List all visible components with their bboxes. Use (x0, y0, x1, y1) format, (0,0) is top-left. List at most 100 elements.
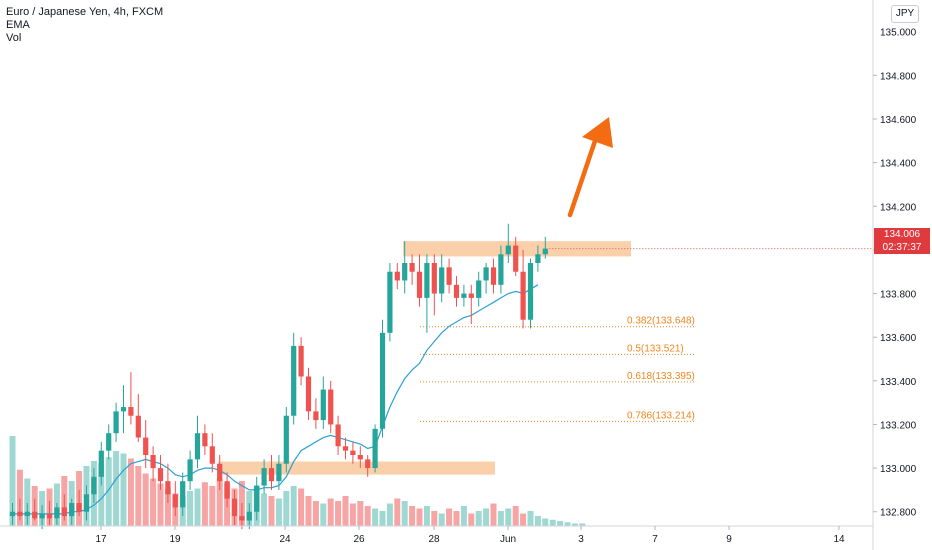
candle-body (91, 476, 97, 495)
candle-body (439, 267, 445, 294)
symbol-title[interactable]: Euro / Japanese Yen, 4h, FXCM (6, 6, 164, 18)
candle (32, 498, 38, 521)
volume-bar (135, 466, 142, 526)
candle-body (98, 450, 104, 477)
candle-body (387, 271, 393, 333)
candle (231, 489, 238, 525)
fib-level-label: 0.786(133.214) (627, 410, 695, 421)
volume-bar (105, 457, 112, 526)
volume-bar (416, 508, 423, 526)
price-tick-label: 132.800 (880, 508, 917, 519)
volume-bar (275, 498, 282, 526)
candle (194, 415, 201, 469)
candle (483, 262, 489, 294)
candle-body (276, 463, 282, 482)
candle (424, 254, 430, 333)
candle-body (69, 503, 75, 517)
candle (372, 424, 378, 473)
price-tick-label: 133.000 (880, 464, 917, 475)
volume-bar (453, 511, 460, 526)
candle (217, 455, 223, 490)
candle (320, 376, 326, 429)
candle (513, 236, 519, 277)
volume-bar (475, 511, 482, 526)
volume-bar (520, 513, 527, 526)
volume-bar (142, 473, 149, 526)
candle (150, 446, 156, 482)
candle-body (217, 463, 223, 482)
candle-body (527, 262, 534, 320)
candle-body (342, 446, 349, 451)
candle-body (431, 262, 437, 294)
volume-bar (209, 486, 216, 526)
candle-body (76, 503, 82, 512)
candle-body (402, 262, 408, 281)
candle (439, 254, 445, 303)
candle (476, 271, 482, 307)
volume-bar (372, 508, 379, 526)
candle-body (513, 245, 519, 272)
volume-bar (490, 503, 497, 526)
volume-bar (283, 491, 290, 526)
candle-body (202, 433, 208, 447)
candle-body (9, 511, 16, 517)
volume-bar (579, 523, 586, 526)
candle (335, 415, 341, 456)
candle-body (46, 513, 53, 519)
candle (350, 441, 356, 464)
candle-body (394, 271, 400, 281)
candle (9, 503, 16, 525)
candle (209, 433, 215, 473)
candle-body (157, 468, 164, 482)
currency-button[interactable]: JPY (891, 5, 919, 23)
candle-body (268, 468, 275, 482)
candle (498, 245, 504, 294)
candle (357, 446, 363, 469)
volume-indicator-label[interactable]: Vol (6, 32, 22, 44)
candle-body (246, 511, 252, 521)
candle-body (490, 267, 497, 285)
candle (268, 455, 275, 490)
volume-bar (164, 488, 171, 526)
candle-body (254, 485, 260, 512)
volume-bar (386, 503, 393, 526)
candle-body (379, 332, 386, 429)
volume-bar (542, 518, 549, 526)
candle (54, 503, 60, 525)
time-tick-label: Jun (500, 534, 516, 545)
chart-legend: Euro / Japanese Yen, 4h, FXCM EMA Vol (6, 6, 163, 45)
candle (76, 489, 82, 517)
volume-bar (127, 458, 134, 526)
candle (283, 407, 289, 473)
ema-indicator-label[interactable]: EMA (6, 19, 30, 31)
candle-body (143, 437, 149, 456)
volume-bar (327, 498, 334, 526)
candle (135, 393, 141, 442)
candle-body (128, 407, 134, 416)
volume-bar (409, 506, 416, 526)
candle-body (54, 507, 60, 519)
candle (246, 503, 252, 530)
volume-bar (483, 508, 490, 526)
candle-body (209, 446, 215, 464)
candle (165, 463, 171, 504)
time-tick-label: 24 (279, 534, 291, 545)
candle-body (542, 248, 548, 255)
volume-bar (505, 508, 512, 526)
candle (313, 398, 319, 429)
fib-level-label: 0.5(133.521) (627, 343, 684, 354)
candle-body (535, 254, 541, 263)
candle (490, 258, 497, 294)
volume-bar (379, 511, 386, 526)
candle-body (231, 498, 238, 517)
candle (39, 505, 45, 530)
candle (239, 503, 245, 530)
volume-bar (401, 501, 408, 526)
ema-line (12, 284, 539, 515)
candle-body (17, 511, 23, 517)
volume-bar (24, 478, 31, 526)
volume-bar (549, 519, 556, 526)
candle (61, 494, 67, 521)
